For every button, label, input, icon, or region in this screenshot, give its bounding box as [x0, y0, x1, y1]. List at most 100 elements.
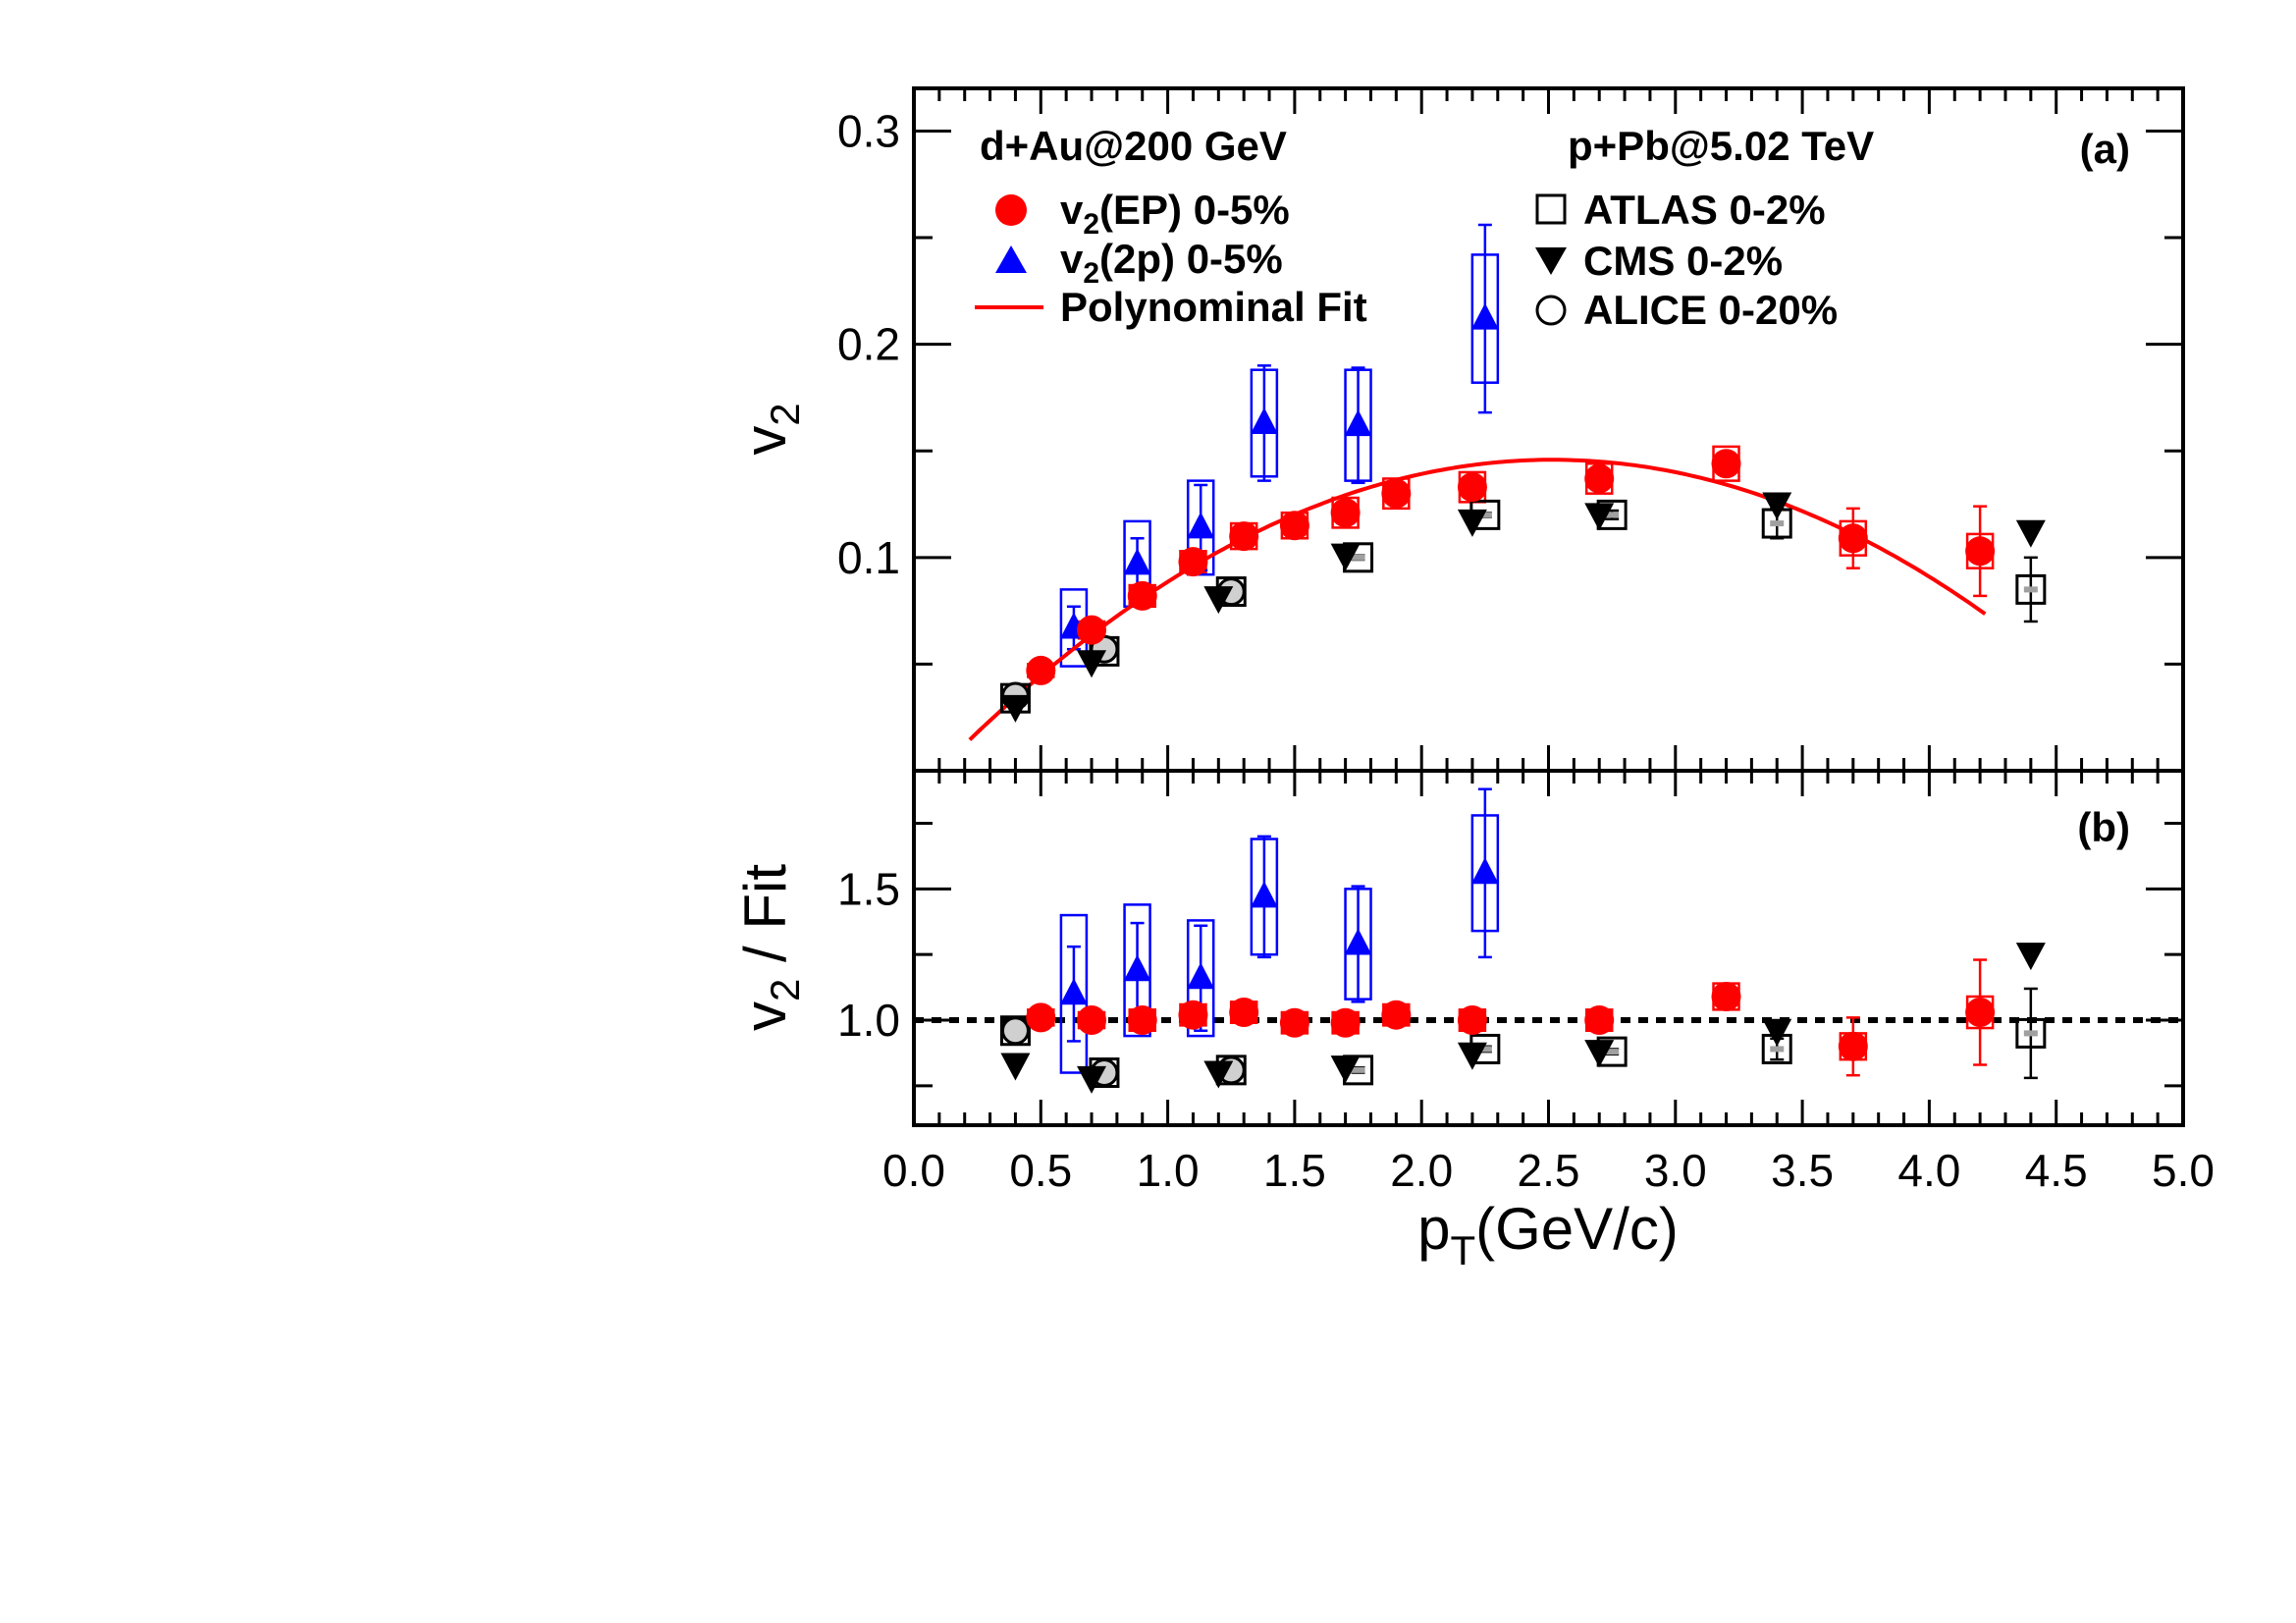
- panel-b-ticks: 1.0 1.5 0.0 0.5 1.0 1.5 2.0 2.5 3.0 3.5 4.0 4.5 5.0: [837, 771, 2215, 1196]
- ep-marker: [1127, 1005, 1157, 1036]
- twop-marker: [1344, 928, 1372, 955]
- x-tick-label: 1.5: [1263, 1145, 1326, 1196]
- atlas-center-mark: [1605, 1049, 1620, 1055]
- panel-b: 1.01.50.0 0.5 1.0 1.5 2.0 2.5 3.0 3.5 4.0 4.5 5.0 …: [732, 769, 2215, 1196]
- ep-marker: [1584, 1005, 1615, 1036]
- panel-b-y-axis-title: v2 / Fit: [732, 864, 808, 1031]
- ep-marker: [1965, 998, 1996, 1028]
- x-tick-label: 3.0: [1644, 1145, 1707, 1196]
- cms-marker: [2015, 943, 2046, 971]
- cms-marker: [1000, 694, 1031, 723]
- legend-alice-marker: [1535, 295, 1567, 326]
- cms-marker: [1762, 1018, 1792, 1047]
- atlas-marker: [2015, 1017, 2047, 1049]
- atlas-center-mark: [1351, 554, 1365, 561]
- cms-marker: [1203, 1060, 1234, 1089]
- twop-marker: [1123, 954, 1151, 982]
- panel-a: 0.1 0.2 0.3 (a) v2: [732, 86, 2185, 773]
- panel-b-ytick-label: 1.0: [837, 995, 900, 1046]
- cms-marker: [1584, 503, 1615, 531]
- panel-a-label: (a): [2080, 126, 2130, 172]
- ep-marker: [1279, 511, 1309, 541]
- ep-marker: [1279, 1007, 1309, 1038]
- atlas-center-mark: [1770, 520, 1785, 527]
- twop-marker: [1470, 857, 1499, 885]
- legend-header-dau: d+Au@200 GeV: [980, 123, 1287, 169]
- panel-a-ytick-label: 0.3: [837, 105, 900, 156]
- panel-a-ticks: 0.1 0.2 0.3: [837, 88, 2185, 773]
- legend-cms-text: CMS 0-2%: [1583, 238, 1783, 284]
- panel-b-marks: [914, 787, 2183, 1094]
- twop-marker: [1250, 406, 1278, 434]
- ep-marker: [1077, 615, 1107, 645]
- panel-a-marks: [968, 223, 2047, 741]
- cms-marker: [1077, 1065, 1107, 1094]
- twop-syst-box: [1059, 913, 1089, 1074]
- twop-syst-box: [1186, 919, 1215, 1038]
- ep-marker: [1584, 463, 1615, 494]
- atlas-center-mark: [2023, 586, 2038, 593]
- atlas-marker: [2015, 573, 2047, 605]
- x-tick-label: 5.0: [2152, 1145, 2215, 1196]
- panel-a-ytick-label: 0.2: [837, 319, 900, 370]
- ep-marker: [1381, 1000, 1412, 1030]
- ep-marker: [1178, 547, 1208, 577]
- cms-marker: [1762, 492, 1792, 520]
- twop-marker: [1250, 881, 1278, 908]
- twop-syst-box: [1186, 479, 1215, 576]
- cms-marker: [1330, 543, 1361, 571]
- legend-cms-marker: [1535, 247, 1567, 275]
- ep-marker: [1381, 478, 1412, 509]
- atlas-center-mark: [1477, 512, 1492, 518]
- x-tick-label: 3.5: [1771, 1145, 1834, 1196]
- ep-marker: [1077, 1005, 1107, 1036]
- legend-ep-text: v2(EP) 0-5%: [1060, 187, 1290, 241]
- ep-marker: [1178, 1000, 1208, 1030]
- cms-marker: [2015, 519, 2046, 548]
- cms-marker: [1457, 1042, 1487, 1070]
- ep-marker: [1457, 1005, 1487, 1036]
- atlas-center-mark: [1770, 1046, 1785, 1053]
- twop-marker: [1059, 978, 1088, 1005]
- atlas-center-mark: [1605, 512, 1620, 518]
- x-tick-label: 0.5: [1009, 1145, 1072, 1196]
- legend-fit-text: Polynominal Fit: [1060, 284, 1367, 330]
- ep-marker: [1229, 521, 1259, 552]
- ep-marker: [1838, 523, 1868, 554]
- cms-marker: [1584, 1040, 1615, 1068]
- cms-marker: [1203, 586, 1234, 615]
- ep-marker: [1711, 981, 1741, 1011]
- legend-atlas-text: ATLAS 0-2%: [1583, 187, 1826, 233]
- legend-twop-text: v2(2p) 0-5%: [1060, 236, 1283, 290]
- legend-atlas-marker: [1535, 193, 1567, 225]
- cms-marker: [1457, 509, 1487, 537]
- legend-twop-marker: [995, 245, 1027, 273]
- x-axis-title: pT(GeV/c): [1417, 1196, 1679, 1273]
- alice-marker: [1000, 1016, 1030, 1046]
- cms-marker: [1330, 1055, 1361, 1084]
- cms-marker: [1000, 1053, 1031, 1081]
- legend: d+Au@200 GeV p+Pb@5.02 TeV v2(EP) 0-5% v…: [975, 123, 1874, 333]
- ep-marker: [1026, 655, 1056, 685]
- ep-marker: [1965, 536, 1996, 567]
- ep-marker: [1838, 1031, 1868, 1061]
- twop-marker: [1187, 962, 1215, 990]
- ep-marker: [1330, 498, 1361, 528]
- twop-marker: [1123, 548, 1151, 575]
- twop-marker: [1470, 302, 1499, 330]
- ep-marker: [1127, 580, 1157, 611]
- ep-marker: [1711, 449, 1741, 479]
- x-tick-label: 1.0: [1137, 1145, 1200, 1196]
- ep-marker: [1026, 1002, 1056, 1033]
- ep-marker: [1457, 472, 1487, 503]
- panel-a-y-axis-title: v2: [732, 403, 808, 455]
- ep-marker: [1229, 998, 1259, 1028]
- atlas-center-mark: [2023, 1030, 2038, 1037]
- panel-b-label: (b): [2077, 804, 2130, 850]
- twop-marker: [1344, 409, 1372, 437]
- x-tick-label: 2.5: [1518, 1145, 1580, 1196]
- x-tick-label: 2.0: [1390, 1145, 1453, 1196]
- x-tick-label: 4.5: [2025, 1145, 2088, 1196]
- x-tick-label: 0.0: [882, 1145, 945, 1196]
